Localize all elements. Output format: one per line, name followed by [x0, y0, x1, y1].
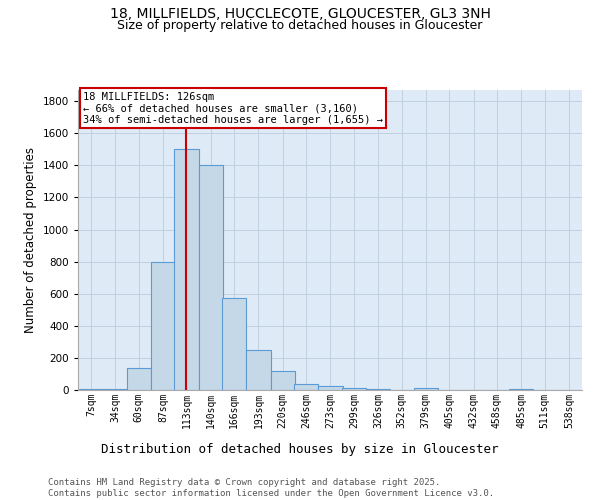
- Bar: [151, 262, 175, 390]
- Bar: [175, 150, 199, 390]
- Bar: [294, 384, 319, 390]
- Bar: [222, 298, 247, 390]
- Text: Size of property relative to detached houses in Gloucester: Size of property relative to detached ho…: [118, 19, 482, 32]
- Bar: [199, 166, 223, 390]
- Y-axis label: Number of detached properties: Number of detached properties: [24, 147, 37, 333]
- Bar: [79, 389, 103, 390]
- Text: 18 MILLFIELDS: 126sqm
← 66% of detached houses are smaller (3,160)
34% of semi-d: 18 MILLFIELDS: 126sqm ← 66% of detached …: [83, 92, 383, 124]
- Bar: [103, 389, 127, 390]
- Bar: [271, 370, 295, 390]
- Bar: [414, 388, 438, 390]
- Bar: [509, 389, 533, 390]
- Bar: [127, 368, 151, 390]
- Bar: [342, 388, 366, 390]
- Text: Distribution of detached houses by size in Gloucester: Distribution of detached houses by size …: [101, 442, 499, 456]
- Text: Contains HM Land Registry data © Crown copyright and database right 2025.
Contai: Contains HM Land Registry data © Crown c…: [48, 478, 494, 498]
- Text: 18, MILLFIELDS, HUCCLECOTE, GLOUCESTER, GL3 3NH: 18, MILLFIELDS, HUCCLECOTE, GLOUCESTER, …: [110, 8, 490, 22]
- Bar: [319, 386, 343, 390]
- Bar: [247, 350, 271, 390]
- Bar: [366, 389, 391, 390]
